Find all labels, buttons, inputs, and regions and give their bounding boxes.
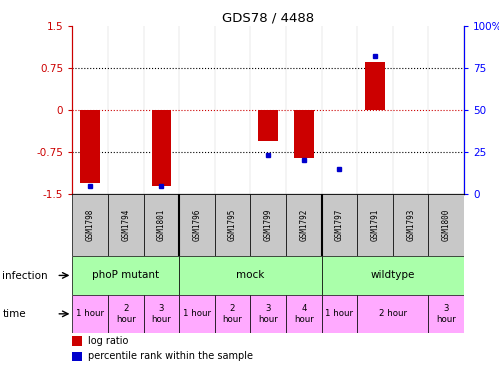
Text: 1 hour: 1 hour — [325, 309, 353, 318]
Text: mock: mock — [236, 270, 264, 280]
Bar — [250, 194, 286, 256]
Bar — [72, 194, 108, 256]
Bar — [286, 295, 322, 333]
Bar — [322, 194, 357, 256]
Text: GSM1797: GSM1797 — [335, 209, 344, 241]
Text: GSM1799: GSM1799 — [263, 209, 273, 241]
Text: 4
hour: 4 hour — [294, 304, 314, 324]
Text: infection: infection — [2, 271, 48, 281]
Text: GSM1798: GSM1798 — [86, 209, 95, 241]
Text: 1 hour: 1 hour — [76, 309, 104, 318]
Text: 1 hour: 1 hour — [183, 309, 211, 318]
Title: GDS78 / 4488: GDS78 / 4488 — [222, 11, 314, 25]
Bar — [250, 295, 286, 333]
Bar — [215, 295, 250, 333]
Bar — [286, 194, 322, 256]
Bar — [144, 295, 179, 333]
Bar — [108, 295, 144, 333]
Bar — [144, 194, 179, 256]
Text: 2
hour: 2 hour — [223, 304, 243, 324]
Bar — [179, 256, 322, 295]
Text: percentile rank within the sample: percentile rank within the sample — [88, 351, 253, 362]
Bar — [179, 194, 215, 256]
Text: log ratio: log ratio — [88, 336, 128, 346]
Bar — [365, 62, 385, 110]
Bar — [72, 295, 108, 333]
Text: wildtype: wildtype — [371, 270, 415, 280]
Text: 2
hour: 2 hour — [116, 304, 136, 324]
Bar — [215, 194, 250, 256]
Bar — [357, 295, 429, 333]
Text: GSM1793: GSM1793 — [406, 209, 415, 241]
Text: 3
hour: 3 hour — [152, 304, 171, 324]
Text: GSM1792: GSM1792 — [299, 209, 308, 241]
Bar — [393, 194, 429, 256]
Text: time: time — [2, 309, 26, 319]
Bar — [294, 110, 313, 157]
Text: GSM1800: GSM1800 — [442, 209, 451, 241]
Bar — [429, 194, 464, 256]
Bar — [429, 295, 464, 333]
Bar — [357, 194, 393, 256]
Bar — [72, 336, 82, 346]
Bar — [108, 194, 144, 256]
Text: GSM1795: GSM1795 — [228, 209, 237, 241]
Bar — [322, 256, 464, 295]
Bar — [322, 295, 357, 333]
Bar — [152, 110, 171, 186]
Bar — [72, 256, 179, 295]
Text: GSM1801: GSM1801 — [157, 209, 166, 241]
Bar — [179, 295, 215, 333]
Text: 2 hour: 2 hour — [379, 309, 407, 318]
Text: GSM1796: GSM1796 — [193, 209, 202, 241]
Text: GSM1791: GSM1791 — [371, 209, 380, 241]
Bar — [258, 110, 278, 141]
Text: 3
hour: 3 hour — [258, 304, 278, 324]
Text: GSM1794: GSM1794 — [121, 209, 130, 241]
Bar — [72, 352, 82, 361]
Text: phoP mutant: phoP mutant — [92, 270, 159, 280]
Text: 3
hour: 3 hour — [437, 304, 456, 324]
Bar — [80, 110, 100, 183]
